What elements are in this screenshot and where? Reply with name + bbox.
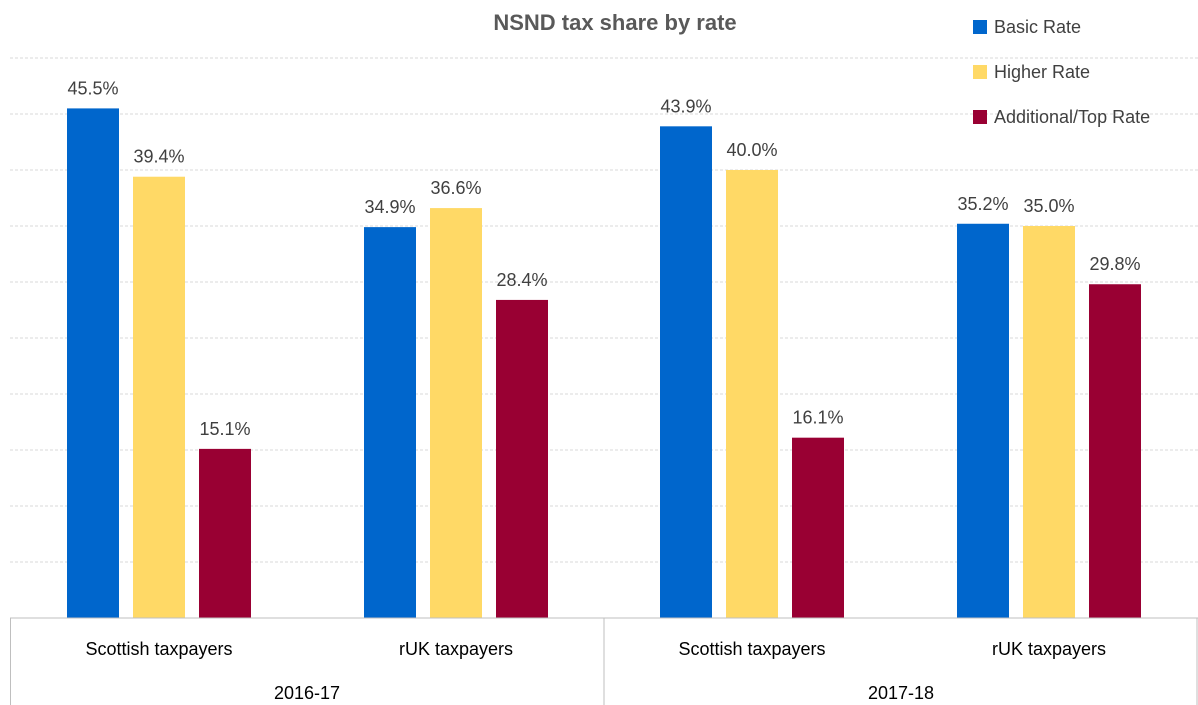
bar bbox=[133, 176, 185, 618]
bar bbox=[1089, 284, 1141, 618]
data-label: 40.0% bbox=[726, 140, 777, 160]
data-label: 29.8% bbox=[1089, 254, 1140, 274]
bar bbox=[1023, 226, 1075, 618]
data-label: 45.5% bbox=[67, 78, 118, 98]
bar bbox=[726, 170, 778, 618]
chart-title: NSND tax share by rate bbox=[493, 10, 736, 35]
bar bbox=[430, 208, 482, 618]
bar bbox=[957, 223, 1009, 618]
category-label: Scottish taxpayers bbox=[678, 639, 825, 659]
bars bbox=[67, 108, 1141, 619]
data-label: 16.1% bbox=[792, 408, 843, 428]
legend-swatch bbox=[973, 65, 987, 79]
gridlines bbox=[10, 57, 1198, 563]
category-label: rUK taxpayers bbox=[399, 639, 513, 659]
data-label: 34.9% bbox=[364, 197, 415, 217]
data-label: 28.4% bbox=[496, 270, 547, 290]
bar bbox=[364, 227, 416, 618]
group-label: 2016-17 bbox=[274, 683, 340, 703]
bar bbox=[792, 437, 844, 618]
data-labels: 45.5% 34.9% 43.9% 35.2% 39.4% 36.6% 40.0% 35.0%… bbox=[67, 78, 1140, 438]
legend-label: Additional/Top Rate bbox=[994, 107, 1150, 127]
legend-label: Higher Rate bbox=[994, 62, 1090, 82]
bar bbox=[496, 299, 548, 618]
category-label: rUK taxpayers bbox=[992, 639, 1106, 659]
x-axis: Scottish taxpayers rUK taxpayers Scottish … bbox=[10, 617, 1198, 705]
bar bbox=[660, 126, 712, 618]
group-label: 2017-18 bbox=[868, 683, 934, 703]
bar bbox=[67, 108, 119, 619]
data-label: 43.9% bbox=[660, 96, 711, 116]
legend-swatch bbox=[973, 110, 987, 124]
legend: Basic Rate Higher Rate Additional/Top Rate bbox=[973, 17, 1150, 127]
data-label: 35.2% bbox=[957, 194, 1008, 214]
data-label: 15.1% bbox=[199, 419, 250, 439]
data-label: 39.4% bbox=[133, 147, 184, 167]
legend-swatch bbox=[973, 20, 987, 34]
bar bbox=[199, 448, 251, 618]
legend-label: Basic Rate bbox=[994, 17, 1081, 37]
data-label: 35.0% bbox=[1023, 196, 1074, 216]
category-label: Scottish taxpayers bbox=[85, 639, 232, 659]
data-label: 36.6% bbox=[430, 178, 481, 198]
